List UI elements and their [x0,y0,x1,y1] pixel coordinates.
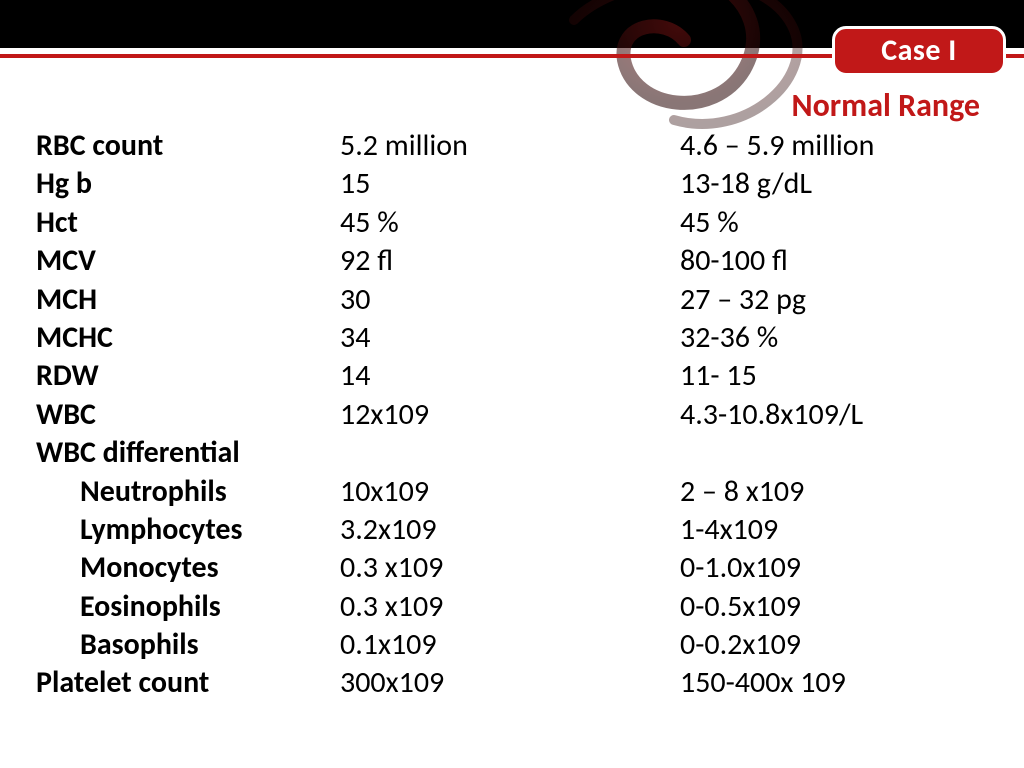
param-normal-range: 0-1.0x109 [680,549,996,587]
param-value: 30 [340,281,680,319]
param-normal-range: 150-400x 109 [680,664,996,702]
param-label: RBC count [36,127,340,165]
param-value: 0.1x109 [340,626,680,664]
table-row: WBC12x1094.3-10.8x109/L [36,396,996,434]
param-label: Basophils [36,626,340,664]
table-row: RDW1411- 15 [36,357,996,395]
slide: Case I Normal Range RBC count5.2 million… [0,0,1024,768]
param-label: WBC differential [36,434,340,472]
param-normal-range: 27 – 32 pg [680,281,996,319]
param-normal-range [680,434,996,472]
content-area: Normal Range RBC count5.2 million4.6 – 5… [36,86,996,703]
param-normal-range: 13-18 g/dL [680,165,996,203]
param-normal-range: 0-0.2x109 [680,626,996,664]
param-label: Monocytes [36,549,340,587]
param-normal-range: 4.6 – 5.9 million [680,127,996,165]
param-value: 0.3 x109 [340,549,680,587]
table-row: Eosinophils0.3 x1090-0.5x109 [36,588,996,626]
table-row: Monocytes0.3 x1090-1.0x109 [36,549,996,587]
param-label: MCH [36,281,340,319]
param-label: Platelet count [36,664,340,702]
table-row: Neutrophils10x1092 – 8 x109 [36,473,996,511]
param-value [340,434,680,472]
param-label: Hg b [36,165,340,203]
param-normal-range: 2 – 8 x109 [680,473,996,511]
param-value: 12x109 [340,396,680,434]
param-value: 0.3 x109 [340,588,680,626]
param-normal-range: 32-36 % [680,319,996,357]
table-row: Hg b1513-18 g/dL [36,165,996,203]
param-value: 34 [340,319,680,357]
table-row: MCHC3432-36 % [36,319,996,357]
param-label: Eosinophils [36,588,340,626]
case-badge: Case I [832,26,1006,76]
normal-range-header: Normal Range [36,86,996,125]
param-normal-range: 11- 15 [680,357,996,395]
table-row: MCH3027 – 32 pg [36,281,996,319]
table-row: Platelet count300x109150-400x 109 [36,664,996,702]
param-label: WBC [36,396,340,434]
param-label: Hct [36,204,340,242]
param-label: Neutrophils [36,473,340,511]
lab-results-body: RBC count5.2 million4.6 – 5.9 millionHg … [36,127,996,703]
param-label: RDW [36,357,340,395]
param-value: 10x109 [340,473,680,511]
table-row: MCV92 fl80-100 fl [36,242,996,280]
param-normal-range: 80-100 fl [680,242,996,280]
table-row: Basophils0.1x1090-0.2x109 [36,626,996,664]
param-value: 45 % [340,204,680,242]
param-label: MCHC [36,319,340,357]
param-label: MCV [36,242,340,280]
param-normal-range: 1-4x109 [680,511,996,549]
param-value: 300x109 [340,664,680,702]
table-row: Lymphocytes3.2x1091-4x109 [36,511,996,549]
param-value: 92 fl [340,242,680,280]
param-value: 14 [340,357,680,395]
table-row: WBC differential [36,434,996,472]
param-value: 5.2 million [340,127,680,165]
lab-results-table: RBC count5.2 million4.6 – 5.9 millionHg … [36,127,996,703]
param-label: Lymphocytes [36,511,340,549]
param-normal-range: 4.3-10.8x109/L [680,396,996,434]
table-row: Hct45 %45 % [36,204,996,242]
param-value: 3.2x109 [340,511,680,549]
param-value: 15 [340,165,680,203]
param-normal-range: 45 % [680,204,996,242]
table-row: RBC count5.2 million4.6 – 5.9 million [36,127,996,165]
param-normal-range: 0-0.5x109 [680,588,996,626]
